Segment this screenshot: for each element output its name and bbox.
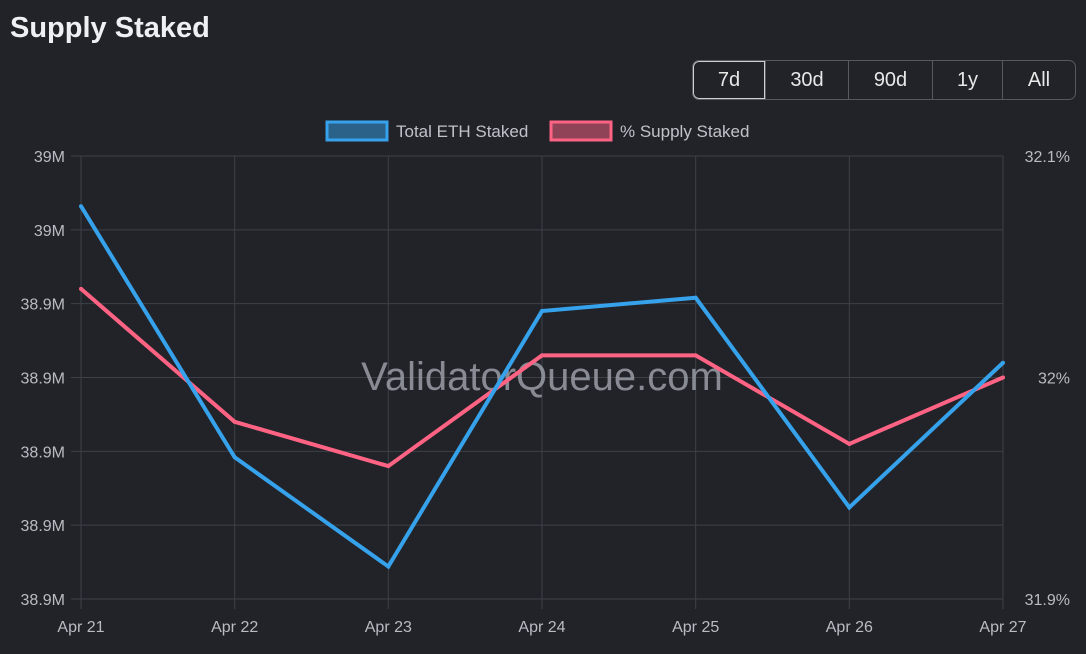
legend-swatch-total-eth[interactable] [325, 120, 389, 142]
x-tick-label: Apr 27 [979, 619, 1026, 636]
data-point[interactable] [386, 464, 391, 469]
data-point[interactable] [232, 455, 237, 460]
x-tick-label: Apr 22 [211, 619, 258, 636]
legend-label-total-eth[interactable]: Total ETH Staked [396, 122, 528, 141]
page-title: Supply Staked [10, 12, 210, 44]
data-point[interactable] [1001, 360, 1005, 365]
range-30d-button[interactable]: 30d [765, 61, 848, 99]
legend-swatch-supply-pct[interactable] [549, 120, 613, 142]
x-tick-label: Apr 26 [826, 619, 873, 636]
x-tick-label: Apr 25 [672, 619, 719, 636]
range-1y-button[interactable]: 1y [932, 61, 1002, 99]
data-point[interactable] [1001, 375, 1005, 380]
y-right-tick-label: 32.1% [1025, 149, 1070, 166]
y-left-tick-label: 38.9M [21, 518, 65, 535]
x-tick-label: Apr 21 [57, 619, 104, 636]
y-left-tick-label: 38.9M [21, 297, 65, 314]
data-point[interactable] [79, 286, 83, 291]
y-left-tick-label: 39M [34, 149, 65, 166]
y-left-tick-label: 38.9M [21, 444, 65, 461]
data-point[interactable] [693, 353, 698, 358]
y-right-tick-label: 31.9% [1025, 592, 1070, 609]
data-point[interactable] [232, 419, 237, 424]
legend-label-supply-pct[interactable]: % Supply Staked [620, 122, 749, 141]
data-point[interactable] [540, 353, 544, 358]
data-point[interactable] [693, 295, 698, 300]
range-selector: 7d 30d 90d 1y All [692, 60, 1076, 100]
range-all-button[interactable]: All [1002, 61, 1075, 99]
y-left-tick-label: 39M [34, 223, 65, 240]
range-90d-button[interactable]: 90d [848, 61, 932, 99]
range-7d-button[interactable]: 7d [693, 61, 765, 99]
x-tick-label: Apr 23 [365, 619, 412, 636]
data-point[interactable] [79, 204, 83, 209]
y-left-tick-label: 38.9M [21, 592, 65, 609]
y-left-tick-label: 38.9M [21, 371, 65, 388]
x-tick-label: Apr 24 [518, 619, 565, 636]
watermark: ValidatorQueue.com [361, 355, 723, 399]
data-point[interactable] [847, 441, 852, 446]
data-point[interactable] [386, 564, 391, 569]
data-point[interactable] [847, 505, 852, 510]
data-point[interactable] [540, 309, 544, 314]
y-right-tick-label: 32% [1038, 371, 1070, 388]
